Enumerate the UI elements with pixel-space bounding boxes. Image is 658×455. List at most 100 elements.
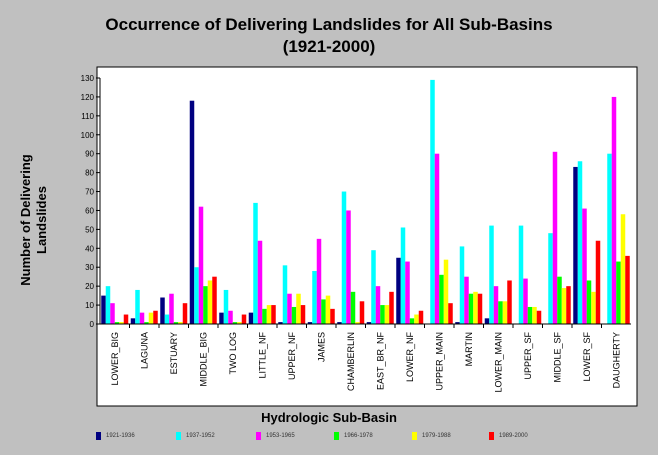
bar xyxy=(439,274,444,324)
bar xyxy=(266,305,272,324)
bar xyxy=(257,240,263,324)
legend-swatch xyxy=(176,432,181,440)
legend-swatch xyxy=(96,432,101,440)
bar xyxy=(616,261,621,324)
bar xyxy=(527,306,533,324)
bar xyxy=(296,293,301,324)
bar xyxy=(455,322,460,324)
bar xyxy=(502,301,508,324)
legend-swatch xyxy=(256,432,261,440)
bar xyxy=(536,310,542,324)
bar xyxy=(212,276,217,324)
x-tick-label: LOWER_SF xyxy=(582,332,592,382)
bar xyxy=(307,322,313,324)
x-tick-label: DAUGHERTY xyxy=(611,332,621,388)
y-tick-label: 0 xyxy=(90,320,95,329)
bar xyxy=(321,299,326,324)
bar xyxy=(523,278,528,324)
bar xyxy=(489,225,494,324)
x-tick-label: ESTUARY xyxy=(169,332,179,374)
bar xyxy=(389,291,394,324)
bar xyxy=(430,79,435,325)
bar xyxy=(337,322,342,324)
x-tick-label: EAST_BR_NF xyxy=(375,332,385,391)
y-tick-label: 90 xyxy=(85,150,94,159)
bar xyxy=(548,233,553,324)
bar xyxy=(164,314,170,324)
y-tick-label: 50 xyxy=(85,225,94,234)
bar xyxy=(207,280,213,324)
bar xyxy=(414,314,419,324)
bar xyxy=(350,291,356,324)
bar xyxy=(552,151,558,324)
bar xyxy=(346,210,351,324)
bar xyxy=(123,314,129,324)
x-tick-label: TWO LOG xyxy=(228,332,238,375)
y-tick-label: 80 xyxy=(85,169,94,178)
bar xyxy=(595,240,601,324)
x-tick-label: LOWER_BIG xyxy=(110,332,120,386)
bar xyxy=(464,276,469,324)
y-tick-label: 40 xyxy=(85,244,94,253)
y-axis-label-line: Landslides xyxy=(34,186,49,254)
bar xyxy=(625,255,630,324)
legend-swatch xyxy=(412,432,417,440)
y-axis-label-box: Number of Delivering Landslides xyxy=(12,150,56,290)
x-tick-label: LOWER_NF xyxy=(405,332,415,383)
legend-item: 1989-2000 xyxy=(489,430,528,442)
bar xyxy=(248,312,254,324)
x-tick-label: MIDDLE_BIG xyxy=(198,332,208,387)
legend-item: 1966-1978 xyxy=(334,430,373,442)
bar xyxy=(561,288,567,324)
bar xyxy=(384,305,390,324)
bar xyxy=(484,318,490,324)
bar xyxy=(182,303,188,324)
y-tick-label: 10 xyxy=(85,301,94,310)
y-tick-label: 110 xyxy=(81,112,94,121)
chart-title-block: Occurrence of Delivering Landslides for … xyxy=(0,14,658,58)
legend-label: 1979-1988 xyxy=(422,433,451,439)
bar xyxy=(262,308,267,324)
bar xyxy=(371,250,376,324)
bar xyxy=(418,310,424,324)
x-tick-label: LITTLE_NF xyxy=(257,332,267,379)
bar xyxy=(160,297,165,324)
bar xyxy=(409,318,415,324)
y-tick-label: 100 xyxy=(81,131,95,140)
y-tick-label: 20 xyxy=(85,282,94,291)
bar xyxy=(434,153,440,324)
x-tick-label: JAMES xyxy=(316,332,326,362)
legend-label: 1953-1965 xyxy=(266,433,295,439)
bar xyxy=(223,289,229,324)
bar xyxy=(169,293,174,324)
bar xyxy=(473,291,478,324)
x-tick-label: LAGUNA xyxy=(139,332,149,369)
bar xyxy=(355,322,360,324)
bar xyxy=(459,246,465,324)
legend-item: 1953-1965 xyxy=(256,430,295,442)
bar xyxy=(312,271,317,324)
bar xyxy=(611,96,617,324)
legend-label: 1921-1936 xyxy=(106,433,135,439)
y-tick-label: 30 xyxy=(85,263,94,272)
bar xyxy=(300,305,306,324)
bar xyxy=(477,293,483,324)
bar xyxy=(278,322,283,324)
bar xyxy=(135,289,140,324)
bar xyxy=(271,305,276,324)
bar xyxy=(219,312,224,324)
bar xyxy=(620,214,626,324)
bar xyxy=(203,286,208,324)
bar xyxy=(291,306,297,324)
plot-area xyxy=(96,66,638,407)
x-tick-label: LOWER_MAIN xyxy=(493,332,503,393)
bar xyxy=(400,227,406,324)
bar xyxy=(591,291,596,324)
bar xyxy=(573,166,578,324)
bar xyxy=(178,322,183,324)
bar xyxy=(282,265,288,324)
x-tick-label: UPPER_SF xyxy=(523,331,533,379)
bar xyxy=(375,286,381,324)
legend-label: 1937-1952 xyxy=(186,433,215,439)
